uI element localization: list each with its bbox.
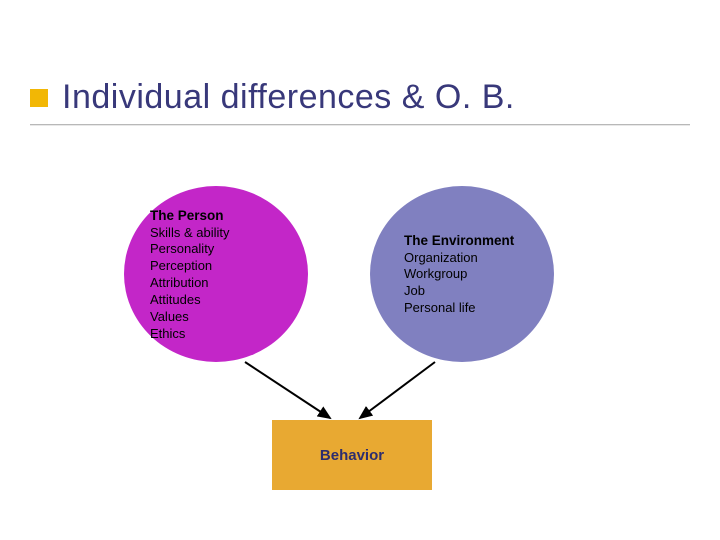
title-underline bbox=[30, 124, 690, 125]
person-item: Values bbox=[150, 309, 300, 326]
page-title: Individual differences & O. B. bbox=[62, 78, 515, 117]
environment-item: Organization bbox=[404, 250, 564, 267]
arrow-environment-to-behavior bbox=[360, 362, 435, 418]
environment-item: Job bbox=[404, 283, 564, 300]
person-item: Perception bbox=[150, 258, 300, 275]
behavior-box: Behavior bbox=[272, 420, 432, 490]
person-item: Ethics bbox=[150, 326, 300, 343]
environment-item: Personal life bbox=[404, 300, 564, 317]
environment-content: The Environment Organization Workgroup J… bbox=[404, 232, 564, 317]
title-accent-square bbox=[30, 89, 48, 107]
person-item: Attitudes bbox=[150, 292, 300, 309]
person-item: Skills & ability bbox=[150, 225, 300, 242]
person-item: Personality bbox=[150, 241, 300, 258]
behavior-label: Behavior bbox=[320, 447, 384, 464]
environment-item: Workgroup bbox=[404, 266, 564, 283]
person-content: The Person Skills & ability Personality … bbox=[150, 207, 300, 343]
person-item: Attribution bbox=[150, 275, 300, 292]
environment-heading: The Environment bbox=[404, 232, 564, 250]
title-bar: Individual differences & O. B. bbox=[30, 78, 690, 117]
person-heading: The Person bbox=[150, 207, 300, 225]
arrow-person-to-behavior bbox=[245, 362, 330, 418]
